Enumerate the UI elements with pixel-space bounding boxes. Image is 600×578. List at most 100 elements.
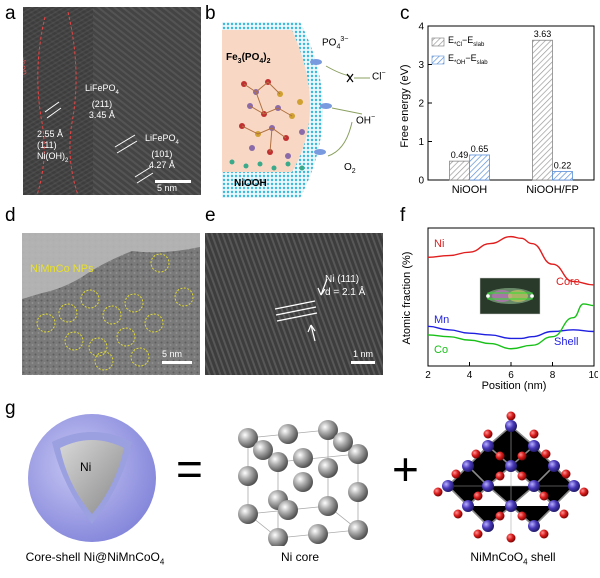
carbon-boundary-left	[36, 16, 46, 195]
oh-arrow	[331, 107, 363, 115]
bar-value-label: 0.22	[554, 161, 572, 171]
legend-swatch-oh	[431, 55, 445, 65]
niooh-formula: Ni(OH)2	[37, 151, 69, 164]
panel-e-scalebar-label: 1 nm	[353, 349, 374, 359]
panel-b-schematic: Fe3(PO4)2 PO43− Cl− OH− O2 NiOOH	[222, 22, 392, 198]
panel-a-scalebar-label: 5 nm	[157, 183, 178, 193]
site-po4	[310, 59, 322, 65]
y-tick-label: 0	[418, 176, 424, 187]
niooh-label: NiOOH	[234, 178, 267, 189]
y-tick-label: 1	[418, 137, 424, 148]
niooh-annotation: 2.55 Å (111) Ni(OH)2	[37, 129, 68, 167]
marker-lfp-mid-2	[116, 140, 138, 154]
panel-label-f: f	[400, 205, 406, 226]
lfp-low-annotation: LiFePO4 (101) 4.27 Å	[145, 133, 179, 171]
ni-core-label: Ni	[80, 460, 92, 474]
ni-lattice-svg	[238, 420, 368, 548]
coreshell-svg	[28, 414, 156, 542]
panel-f-chart: 2 4 6 8 10 Ni Core Mn Co Shell Atomic fracti…	[390, 224, 600, 396]
lattice-arrow-top	[320, 278, 328, 296]
o2-label: O2	[344, 162, 356, 175]
lattice-marker-2	[275, 306, 317, 316]
bar	[449, 160, 470, 181]
panel-label-d: d	[5, 205, 16, 226]
o2-arrow	[327, 121, 353, 157]
panel-c-ylabel: Free energy (eV)	[399, 64, 411, 148]
series-label-shell: Shell	[554, 336, 579, 348]
nimnco-nps-label: NiMnCo NPs	[30, 263, 94, 275]
panel-f-ylabel: Atomic fraction (%)	[401, 251, 413, 345]
marker-lfp-low-1	[134, 166, 152, 178]
y-tick-label: 2	[418, 99, 424, 110]
x-tick-label: 10	[588, 370, 598, 381]
panel-label-c: c	[400, 3, 410, 24]
marker-lfp-mid-1	[114, 134, 136, 148]
ni-core	[60, 440, 124, 514]
x-tick-label: 4	[467, 370, 473, 381]
x-tick-label: 8	[550, 370, 556, 381]
panel-a-tem-image: carbon 2.55 Å (111) Ni(OH)2 LiFePO4 (211…	[23, 7, 201, 195]
panel-d-scalebar-label: 5 nm	[162, 349, 183, 359]
bar-value-label: 0.49	[451, 150, 469, 160]
bar	[552, 171, 573, 181]
lattice-arrow-bottom	[310, 324, 316, 342]
lfp-mid-plane: (211)	[91, 98, 113, 109]
spinel-shell-structure	[428, 406, 594, 546]
panel-label-e: e	[205, 205, 216, 226]
site-o2	[314, 149, 326, 155]
panel-a-scalebar	[155, 180, 191, 183]
coreshell-sphere: Ni	[22, 408, 162, 548]
block-x-icon	[346, 73, 354, 83]
series-line-ni	[427, 235, 595, 286]
x-tick-label: NiOOH/FP	[526, 184, 579, 196]
panel-e-scalebar	[351, 361, 375, 364]
series-label-core: Core	[556, 276, 580, 288]
crystal-structure	[229, 79, 305, 171]
lfp-mid-spacing: 3.45 Å	[88, 109, 115, 120]
series-line-mn	[427, 325, 595, 340]
lattice-marker-3	[276, 312, 318, 322]
equals-sign: =	[176, 443, 203, 495]
caption-coreshell: Core-shell Ni@NiMnCoO4	[25, 550, 165, 567]
nanoparticle-outlines	[36, 253, 194, 371]
site-oh	[320, 103, 332, 109]
oh-label: OH−	[356, 114, 376, 127]
marker-niooh-1	[44, 101, 60, 113]
series-label-ni: Ni	[434, 238, 445, 250]
marker-lfp-low-2	[136, 172, 154, 184]
series-label-mn: Mn	[434, 314, 450, 326]
spinel-svg	[433, 411, 589, 543]
niooh-spacing: 2.55 Å	[37, 129, 64, 139]
marker-niooh-2	[46, 107, 62, 119]
panel-d-scalebar	[162, 361, 192, 364]
lattice-marker-1	[274, 300, 316, 310]
ni111-annotation: Ni (111) d = 2.1 Å	[325, 273, 365, 299]
ni111-spacing: d = 2.1 Å	[325, 287, 366, 298]
panel-f-svg: 2 4 6 8 10	[425, 227, 600, 381]
bar-value-label: 0.65	[471, 144, 489, 154]
lfp-low-formula: LiFePO4	[145, 133, 179, 146]
fepo4-label: Fe3(PO4)2	[226, 52, 271, 65]
panel-label-a: a	[5, 3, 16, 24]
niooh-plane: (111)	[37, 140, 57, 150]
panel-c-chart: 0 1 2 3 4 NiOOH 0.49 0.65 NiOOH/FP 3.63 0.22 E*Cl−…	[390, 20, 598, 205]
x-tick-label: 2	[425, 370, 431, 381]
ni-fcc-lattice	[218, 410, 378, 548]
panel-a-svg	[23, 7, 201, 195]
panel-label-g: g	[5, 398, 16, 419]
series-label-co: Co	[434, 344, 449, 356]
bar	[469, 154, 490, 181]
bar-value-label: 3.63	[534, 29, 552, 39]
y-tick-label: 4	[418, 22, 424, 33]
panel-label-b: b	[205, 3, 216, 24]
panel-b-svg	[222, 22, 370, 198]
panel-e-tem-image: Ni (111) d = 2.1 Å 1 nm	[205, 233, 383, 375]
lfp-mid-formula: LiFePO4	[85, 83, 119, 96]
eds-inset-image	[479, 277, 541, 315]
caption-ni-core: Ni core	[280, 550, 319, 564]
x-tick-label: NiOOH	[452, 184, 488, 196]
panel-c-svg: 0 1 2 3 4 NiOOH 0.490.65 NiOOH/FP 3.63 0.22	[418, 22, 595, 196]
y-tick-label: 3	[418, 60, 424, 71]
panel-f-xlabel: Position (nm)	[481, 380, 547, 392]
panel-d-svg	[22, 233, 200, 375]
